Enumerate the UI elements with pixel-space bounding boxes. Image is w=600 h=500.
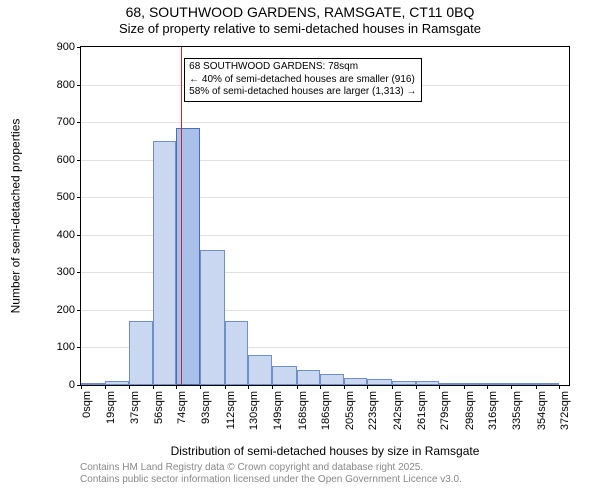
xtick-mark	[81, 385, 82, 389]
ytick-label: 700	[57, 116, 75, 128]
histogram-bar	[439, 383, 463, 385]
xtick-label: 130sqm	[248, 391, 260, 430]
chart-title-line2: Size of property relative to semi-detach…	[0, 21, 600, 37]
footer-line1: Contains HM Land Registry data © Crown c…	[80, 462, 570, 474]
xtick-label: 0sqm	[81, 391, 93, 418]
histogram-bar	[272, 366, 296, 385]
xtick-label: 149sqm	[272, 391, 284, 430]
xtick-mark	[344, 385, 345, 389]
xtick-label: 112sqm	[225, 391, 237, 429]
xtick-label: 261sqm	[416, 391, 428, 430]
xtick-label: 223sqm	[367, 391, 379, 430]
ytick-mark	[77, 47, 81, 48]
ytick-label: 800	[57, 79, 75, 91]
xtick-mark	[297, 385, 298, 389]
xtick-mark	[487, 385, 488, 389]
ytick-mark	[77, 122, 81, 123]
xtick-mark	[392, 385, 393, 389]
property-callout: 68 SOUTHWOOD GARDENS: 78sqm← 40% of semi…	[184, 58, 421, 102]
plot-area: 01002003004005006007008009000sqm19sqm37s…	[80, 46, 570, 386]
xtick-mark	[153, 385, 154, 389]
xtick-mark	[536, 385, 537, 389]
chart-footer: Contains HM Land Registry data © Crown c…	[80, 462, 570, 486]
xtick-label: 279sqm	[439, 391, 451, 430]
chart-title-block: 68, SOUTHWOOD GARDENS, RAMSGATE, CT11 0B…	[0, 4, 600, 36]
xtick-mark	[416, 385, 417, 389]
xtick-mark	[272, 385, 273, 389]
x-axis-label: Distribution of semi-detached houses by …	[80, 444, 570, 458]
xtick-label: 37sqm	[129, 391, 141, 424]
callout-line2: ← 40% of semi-detached houses are smalle…	[189, 74, 416, 87]
ytick-mark	[77, 235, 81, 236]
ytick-label: 100	[57, 341, 75, 353]
xtick-mark	[464, 385, 465, 389]
histogram-bar	[200, 250, 224, 385]
histogram-bar	[225, 321, 248, 385]
ytick-label: 900	[57, 41, 75, 53]
histogram-bar	[297, 370, 320, 385]
histogram-bar	[176, 128, 200, 385]
xtick-label: 168sqm	[297, 391, 309, 430]
xtick-mark	[320, 385, 321, 389]
xtick-mark	[200, 385, 201, 389]
chart-container: 68, SOUTHWOOD GARDENS, RAMSGATE, CT11 0B…	[0, 0, 600, 500]
ytick-mark	[77, 272, 81, 273]
xtick-mark	[105, 385, 106, 389]
footer-line2: Contains public sector information licen…	[80, 474, 570, 486]
ytick-mark	[77, 197, 81, 198]
ytick-mark	[77, 347, 81, 348]
ytick-label: 200	[57, 304, 75, 316]
ytick-mark	[77, 310, 81, 311]
histogram-bar	[464, 383, 487, 385]
histogram-bar	[392, 381, 416, 385]
histogram-bar	[320, 374, 344, 385]
histogram-bar	[344, 378, 367, 386]
xtick-mark	[225, 385, 226, 389]
histogram-bar	[129, 321, 153, 385]
xtick-mark	[176, 385, 177, 389]
y-axis-label-text: Number of semi-detached properties	[8, 119, 22, 314]
y-axis-label: Number of semi-detached properties	[6, 46, 24, 386]
xtick-label: 316sqm	[487, 391, 499, 430]
callout-line3: 58% of semi-detached houses are larger (…	[189, 86, 416, 99]
xtick-label: 93sqm	[200, 391, 212, 424]
xtick-mark	[439, 385, 440, 389]
histogram-bar	[511, 383, 535, 385]
ytick-label: 300	[57, 266, 75, 278]
xtick-mark	[511, 385, 512, 389]
histogram-bar	[536, 383, 559, 385]
xtick-label: 335sqm	[511, 391, 523, 430]
histogram-bar	[248, 355, 272, 385]
xtick-label: 19sqm	[105, 391, 117, 424]
histogram-bar	[81, 383, 105, 385]
xtick-label: 372sqm	[559, 391, 571, 430]
xtick-label: 298sqm	[464, 391, 476, 430]
xtick-label: 74sqm	[176, 391, 188, 424]
property-marker-line	[181, 47, 182, 385]
xtick-mark	[559, 385, 560, 389]
chart-title-line1: 68, SOUTHWOOD GARDENS, RAMSGATE, CT11 0B…	[0, 4, 600, 21]
histogram-bar	[487, 383, 511, 385]
ytick-label: 600	[57, 154, 75, 166]
xtick-label: 186sqm	[320, 391, 332, 430]
xtick-label: 205sqm	[344, 391, 356, 430]
grid-line	[81, 122, 569, 123]
histogram-bar	[153, 141, 176, 385]
xtick-mark	[248, 385, 249, 389]
ytick-label: 0	[69, 379, 75, 391]
xtick-label: 354sqm	[536, 391, 548, 430]
xtick-mark	[129, 385, 130, 389]
ytick-label: 500	[57, 191, 75, 203]
histogram-bar	[367, 379, 391, 385]
xtick-label: 56sqm	[153, 391, 165, 424]
histogram-bar	[105, 381, 128, 385]
xtick-mark	[367, 385, 368, 389]
histogram-bar	[416, 381, 439, 385]
ytick-label: 400	[57, 229, 75, 241]
ytick-mark	[77, 85, 81, 86]
ytick-mark	[77, 160, 81, 161]
xtick-label: 242sqm	[392, 391, 404, 430]
callout-line1: 68 SOUTHWOOD GARDENS: 78sqm	[189, 61, 416, 74]
